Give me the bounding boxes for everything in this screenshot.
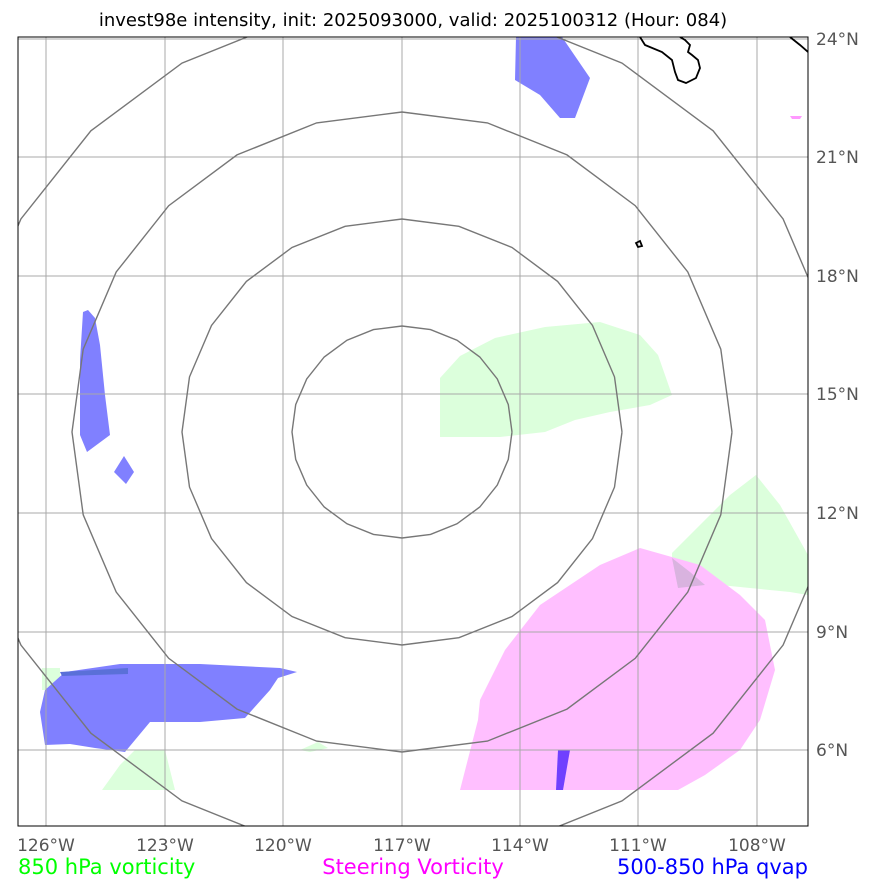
legend-label-qvap: 500-850 hPa qvap bbox=[617, 855, 808, 879]
qvap-blob-north bbox=[515, 37, 590, 118]
qvap-blob-southwest bbox=[40, 664, 297, 752]
qvap-blob-southwest-dark bbox=[60, 668, 128, 676]
steering-overlap-blob bbox=[672, 558, 705, 588]
legend-label-850-vorticity: 850 hPa vorticity bbox=[18, 855, 195, 879]
latitude-tick-labels: 24°N 21°N 18°N 15°N 12°N 9°N 6°N bbox=[816, 30, 859, 761]
qvap-blob-west-small bbox=[114, 456, 134, 484]
lon-tick-label: 117°W bbox=[373, 836, 431, 856]
graticule bbox=[18, 37, 808, 826]
longitude-tick-labels: 126°W 123°W 120°W 117°W 114°W 111°W 108°W bbox=[17, 836, 786, 856]
qvap-blob-south-thin bbox=[556, 750, 570, 790]
vorticity-850-blob-southeast bbox=[672, 475, 808, 595]
qvap-blob-west-strip bbox=[80, 310, 110, 452]
lon-tick-label: 114°W bbox=[491, 836, 549, 856]
lat-tick-label: 24°N bbox=[816, 30, 859, 50]
lat-tick-label: 6°N bbox=[816, 741, 848, 761]
coastline-mainland bbox=[789, 37, 808, 53]
lat-tick-label: 9°N bbox=[816, 623, 848, 643]
coastline-island bbox=[634, 239, 644, 249]
distance-ring-2 bbox=[71, 111, 733, 753]
lon-tick-label: 120°W bbox=[254, 836, 312, 856]
distance-ring-3 bbox=[18, 37, 808, 826]
steering-vorticity-layer bbox=[460, 548, 775, 790]
coastline bbox=[634, 37, 808, 249]
lon-tick-label: 111°W bbox=[609, 836, 667, 856]
lon-tick-label: 123°W bbox=[136, 836, 194, 856]
lon-tick-label: 108°W bbox=[728, 836, 786, 856]
vorticity-850-blob-central bbox=[440, 322, 672, 437]
vorticity-850-blob-southwest bbox=[102, 750, 175, 790]
legend-label-steering-vorticity: Steering Vorticity bbox=[322, 855, 504, 879]
lat-tick-label: 18°N bbox=[816, 267, 859, 287]
steering-vorticity-blob bbox=[460, 548, 775, 790]
map-title: invest98e intensity, init: 2025093000, v… bbox=[99, 10, 727, 31]
qvap-blob-tiny-east bbox=[790, 116, 802, 119]
qvap-layer bbox=[40, 37, 802, 790]
coastline-baja bbox=[639, 37, 701, 84]
distance-ring-1 bbox=[181, 218, 623, 646]
lat-tick-label: 15°N bbox=[816, 385, 859, 405]
lat-tick-label: 21°N bbox=[816, 148, 859, 168]
lat-tick-label: 12°N bbox=[816, 504, 859, 524]
lon-tick-label: 126°W bbox=[17, 836, 75, 856]
distance-rings bbox=[18, 37, 808, 826]
map-frame bbox=[17, 36, 809, 827]
map-layers bbox=[18, 37, 808, 826]
distance-ring-0 bbox=[291, 325, 513, 539]
